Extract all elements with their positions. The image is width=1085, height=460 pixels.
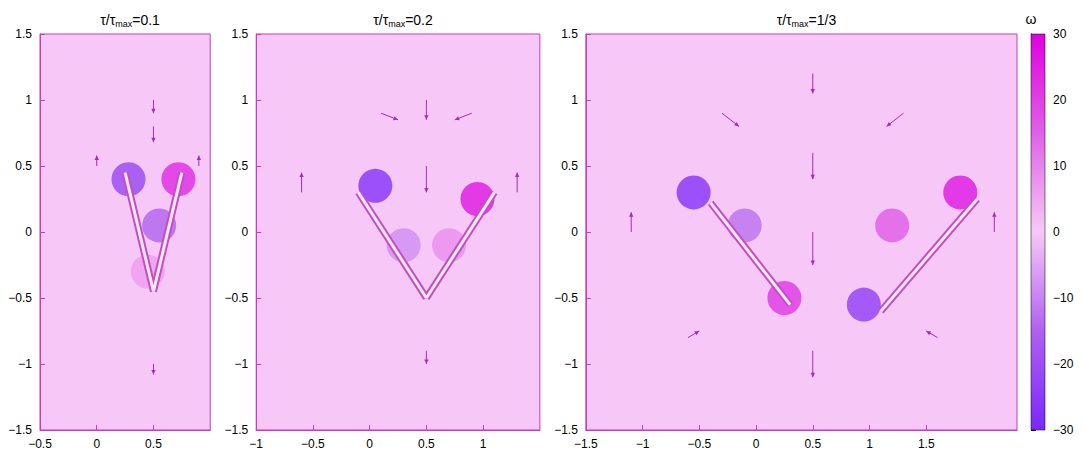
svg-text:0.5: 0.5	[804, 437, 821, 451]
svg-text:ω: ω	[1026, 11, 1037, 27]
svg-text:0: 0	[366, 437, 373, 451]
svg-text:1.5: 1.5	[232, 27, 249, 41]
svg-text:1: 1	[866, 437, 873, 451]
svg-text:10: 10	[1053, 159, 1067, 173]
svg-text:−1.5: −1.5	[554, 423, 578, 437]
svg-text:1.5: 1.5	[561, 27, 578, 41]
svg-text:=0.1: =0.1	[132, 12, 160, 28]
svg-text:τ/τ: τ/τ	[777, 12, 792, 28]
svg-text:−0.5: −0.5	[301, 437, 325, 451]
svg-text:30: 30	[1053, 27, 1067, 41]
svg-text:−1: −1	[18, 357, 32, 371]
svg-text:max: max	[115, 19, 133, 29]
svg-text:0: 0	[93, 437, 100, 451]
svg-text:−1: −1	[235, 357, 249, 371]
svg-text:20: 20	[1053, 93, 1067, 107]
svg-text:−1.5: −1.5	[8, 423, 32, 437]
svg-text:−1.5: −1.5	[224, 423, 248, 437]
svg-text:−0.5: −0.5	[224, 291, 248, 305]
svg-text:=1/3: =1/3	[809, 12, 837, 28]
svg-text:0.5: 0.5	[561, 159, 578, 173]
svg-text:−30: −30	[1053, 423, 1074, 437]
svg-text:−1.5: −1.5	[574, 437, 598, 451]
svg-text:0: 0	[571, 225, 578, 239]
svg-text:0: 0	[242, 225, 249, 239]
svg-text:1: 1	[25, 93, 32, 107]
svg-text:−0.5: −0.5	[28, 437, 52, 451]
svg-text:1.5: 1.5	[15, 27, 32, 41]
svg-text:τ/τ: τ/τ	[100, 12, 115, 28]
svg-text:max: max	[792, 19, 810, 29]
svg-text:1: 1	[571, 93, 578, 107]
svg-text:max: max	[388, 19, 406, 29]
svg-text:0.5: 0.5	[232, 159, 249, 173]
svg-text:0: 0	[1053, 225, 1060, 239]
svg-text:1: 1	[242, 93, 249, 107]
svg-text:0.5: 0.5	[418, 437, 435, 451]
svg-text:0.5: 0.5	[145, 437, 162, 451]
svg-text:−20: −20	[1053, 357, 1074, 371]
svg-text:−1: −1	[564, 357, 578, 371]
svg-text:−0.5: −0.5	[554, 291, 578, 305]
svg-text:0: 0	[25, 225, 32, 239]
svg-text:−0.5: −0.5	[8, 291, 32, 305]
svg-text:−10: −10	[1053, 291, 1074, 305]
svg-text:1.5: 1.5	[918, 437, 935, 451]
svg-text:0: 0	[753, 437, 760, 451]
svg-text:=0.2: =0.2	[405, 12, 433, 28]
svg-text:−1: −1	[636, 437, 650, 451]
svg-text:−0.5: −0.5	[687, 437, 711, 451]
svg-text:−1: −1	[249, 437, 263, 451]
svg-text:τ/τ: τ/τ	[373, 12, 388, 28]
svg-text:0.5: 0.5	[15, 159, 32, 173]
svg-text:1: 1	[480, 437, 487, 451]
